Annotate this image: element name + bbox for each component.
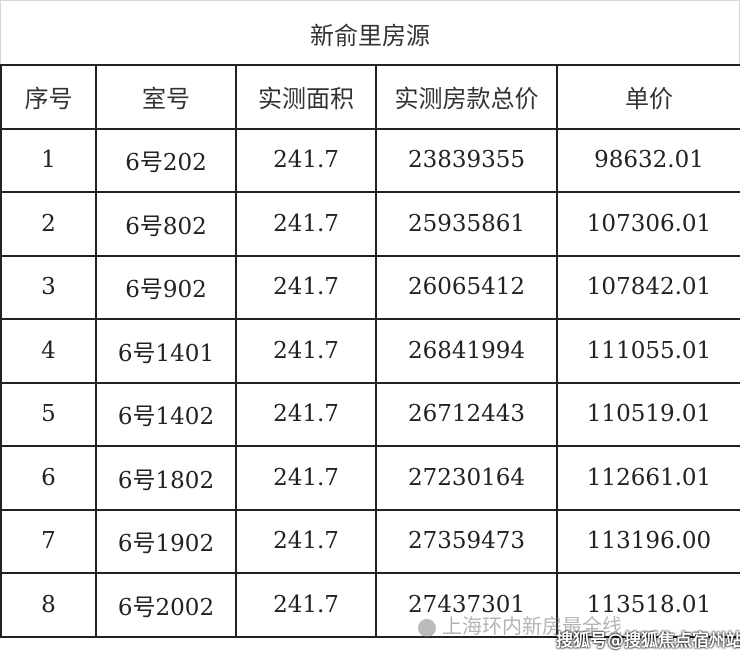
table-cell: 3 xyxy=(0,254,97,320)
table-cell: 6号202 xyxy=(95,127,237,193)
watermark-logo-icon xyxy=(418,618,436,637)
table-cell: 27437301 xyxy=(375,572,558,638)
table-cell: 25935861 xyxy=(375,191,558,257)
column-header: 单价 xyxy=(556,64,740,130)
column-header: 实测面积 xyxy=(235,64,377,130)
column-header: 室号 xyxy=(95,64,237,130)
table-cell: 27230164 xyxy=(375,445,558,511)
table-cell: 241.7 xyxy=(235,508,377,574)
table-cell: 5 xyxy=(0,381,97,447)
table-cell: 6号802 xyxy=(95,191,237,257)
table-cell: 8 xyxy=(0,572,97,638)
table-cell: 6 xyxy=(0,445,97,511)
source-watermark: 搜狐号@搜狐焦点宿州站 xyxy=(556,631,740,651)
table-cell: 6号1902 xyxy=(95,508,237,574)
column-header: 实测房款总价 xyxy=(375,64,558,130)
table-cell: 6号1802 xyxy=(95,445,237,511)
table-cell: 241.7 xyxy=(235,254,377,320)
table-row: 1 6号202 241.7 23839355 98632.01 xyxy=(0,127,740,193)
listing-table: 序号 室号 实测面积 实测房款总价 单价 1 6号202 241.7 23839355 9863… xyxy=(0,64,740,638)
table-cell: 4 xyxy=(0,318,97,384)
table-cell: 113196.00 xyxy=(556,508,740,574)
table-cell: 98632.01 xyxy=(556,127,740,193)
table-cell: 6号2002 xyxy=(95,572,237,638)
watermark: 上海环内新房最全线 xyxy=(418,610,622,639)
table-row: 2 6号802 241.7 25935861 107306.01 xyxy=(0,191,740,257)
table-row: 8 6号2002 241.7 27437301 113518.01 xyxy=(0,572,740,638)
table-cell: 6号1401 xyxy=(95,318,237,384)
table-cell: 107306.01 xyxy=(556,191,740,257)
table-cell: 241.7 xyxy=(235,572,377,638)
table-cell: 2 xyxy=(0,191,97,257)
table-cell: 111055.01 xyxy=(556,318,740,384)
table-row: 4 6号1401 241.7 26841994 111055.01 xyxy=(0,318,740,384)
table-cell: 1 xyxy=(0,127,97,193)
column-header: 序号 xyxy=(0,64,97,130)
table-cell: 26712443 xyxy=(375,381,558,447)
table-cell: 113518.01 xyxy=(556,572,740,638)
table-row: 3 6号902 241.7 26065412 107842.01 xyxy=(0,254,740,320)
table-cell: 241.7 xyxy=(235,381,377,447)
table-cell: 23839355 xyxy=(375,127,558,193)
table-cell: 241.7 xyxy=(235,445,377,511)
table-cell: 27359473 xyxy=(375,508,558,574)
table-cell: 6号902 xyxy=(95,254,237,320)
header-row: 序号 室号 实测面积 实测房款总价 单价 xyxy=(0,64,740,130)
table-cell: 241.7 xyxy=(235,127,377,193)
table-row: 6 6号1802 241.7 27230164 112661.01 xyxy=(0,445,740,511)
table-title: 新俞里房源 xyxy=(0,0,740,65)
table-cell: 6号1402 xyxy=(95,381,237,447)
table-cell: 110519.01 xyxy=(556,381,740,447)
table-row: 5 6号1402 241.7 26712443 110519.01 xyxy=(0,381,740,447)
table-cell: 7 xyxy=(0,508,97,574)
table-cell: 26065412 xyxy=(375,254,558,320)
table-cell: 241.7 xyxy=(235,191,377,257)
table-cell: 26841994 xyxy=(375,318,558,384)
table-row: 7 6号1902 241.7 27359473 113196.00 xyxy=(0,508,740,574)
watermark-text: 上海环内新房最全线 xyxy=(442,614,622,638)
table-cell: 241.7 xyxy=(235,318,377,384)
table-cell: 112661.01 xyxy=(556,445,740,511)
table-cell: 107842.01 xyxy=(556,254,740,320)
